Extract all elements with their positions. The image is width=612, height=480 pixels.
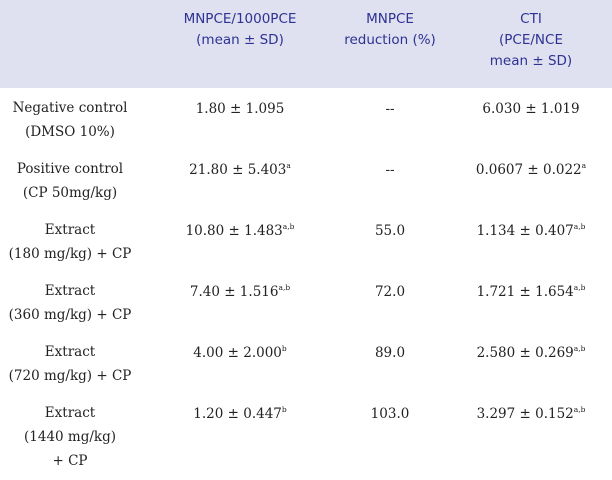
header-cti-line1: CTI — [520, 11, 542, 27]
cti-text: 0.0607 ± 0.022 — [475, 162, 582, 178]
row-label-line: Positive control — [16, 161, 124, 177]
cti-value: 1.134 ± 0.407a,b — [450, 223, 612, 239]
header-reduction: MNPCE reduction (%) — [340, 9, 440, 51]
header-mnpce-line2: (mean ± SD) — [196, 32, 284, 48]
cti-value: 6.030 ± 1.019 — [450, 101, 612, 117]
header-mnpce: MNPCE/1000PCE (mean ± SD) — [140, 9, 340, 51]
mnpce-value: 1.80 ± 1.095 — [140, 101, 340, 117]
mnpce-sup: b — [281, 344, 287, 353]
cti-value: 1.721 ± 1.654a,b — [450, 284, 612, 300]
cti-sup: a,b — [573, 222, 586, 231]
mnpce-value: 10.80 ± 1.483a,b — [140, 223, 340, 239]
row-label-line: (720 mg/kg) + CP — [8, 368, 132, 384]
table-header: MNPCE/1000PCE (mean ± SD) MNPCE reductio… — [0, 0, 612, 88]
reduction-text: 72.0 — [374, 284, 406, 300]
cti-value: 2.580 ± 0.269a,b — [450, 345, 612, 361]
mnpce-value: 1.20 ± 0.447b — [140, 406, 340, 422]
row-label: Extract (180 mg/kg) + CP — [0, 218, 140, 266]
row-label-line: Extract — [44, 222, 96, 238]
header-reduction-line2: reduction (%) — [344, 32, 436, 48]
reduction-text: 103.0 — [370, 406, 410, 422]
mnpce-text: 1.80 ± 1.095 — [195, 101, 285, 117]
mnpce-value: 4.00 ± 2.000b — [140, 345, 340, 361]
row-label-line: (1440 mg/kg) — [24, 429, 116, 445]
mnpce-sup: a,b — [278, 283, 291, 292]
row-label-line: (180 mg/kg) + CP — [8, 246, 132, 262]
reduction-text: 89.0 — [374, 345, 406, 361]
reduction-value: 103.0 — [340, 406, 440, 422]
reduction-text: 55.0 — [374, 223, 406, 239]
row-label: Extract (720 mg/kg) + CP — [0, 340, 140, 388]
mnpce-sup: a,b — [282, 222, 295, 231]
cti-text: 3.297 ± 0.152 — [476, 406, 574, 422]
reduction-text: -- — [385, 101, 395, 117]
mnpce-text: 1.20 ± 0.447 — [193, 406, 282, 422]
row-label: Positive control (CP 50mg/kg) — [0, 157, 140, 205]
mnpce-sup: a — [286, 161, 291, 170]
reduction-value: -- — [340, 162, 440, 178]
header-cti: CTI (PCE/NCE mean ± SD) — [450, 9, 612, 72]
mnpce-text: 21.80 ± 5.403 — [189, 162, 287, 178]
mnpce-value: 7.40 ± 1.516a,b — [140, 284, 340, 300]
cti-text: 1.134 ± 0.407 — [476, 223, 574, 239]
cti-value: 3.297 ± 0.152a,b — [450, 406, 612, 422]
mnpce-sup: b — [281, 405, 287, 414]
row-label-line: (360 mg/kg) + CP — [8, 307, 132, 323]
header-cti-line3: mean ± SD) — [489, 53, 573, 69]
cti-text: 1.721 ± 1.654 — [476, 284, 574, 300]
row-label-line: Negative control — [12, 100, 128, 116]
row-label-line: (DMSO 10%) — [25, 124, 115, 140]
mnpce-text: 4.00 ± 2.000 — [193, 345, 282, 361]
row-label-line: + CP — [52, 453, 88, 469]
header-mnpce-line1: MNPCE/1000PCE — [183, 11, 297, 27]
cti-sup: a — [581, 161, 587, 170]
cti-sup: a,b — [573, 283, 586, 292]
reduction-text: -- — [385, 162, 395, 178]
cti-sup: a,b — [573, 405, 586, 414]
cti-text: 2.580 ± 0.269 — [476, 345, 574, 361]
row-label-line: Extract — [44, 344, 96, 360]
cti-value: 0.0607 ± 0.022a — [450, 162, 612, 178]
reduction-value: 72.0 — [340, 284, 440, 300]
reduction-value: -- — [340, 101, 440, 117]
mnpce-value: 21.80 ± 5.403a — [140, 162, 340, 178]
mnpce-text: 7.40 ± 1.516 — [189, 284, 279, 300]
cti-text: 6.030 ± 1.019 — [482, 101, 580, 117]
cti-sup: a,b — [573, 344, 586, 353]
row-label: Negative control (DMSO 10%) — [0, 96, 140, 144]
reduction-value: 55.0 — [340, 223, 440, 239]
row-label-line: Extract — [44, 283, 96, 299]
row-label-line: Extract — [44, 405, 96, 421]
header-cti-line2: (PCE/NCE — [499, 32, 563, 48]
mnpce-text: 10.80 ± 1.483 — [185, 223, 283, 239]
row-label: Extract (360 mg/kg) + CP — [0, 279, 140, 327]
row-label-line: (CP 50mg/kg) — [22, 185, 118, 201]
row-label: Extract (1440 mg/kg) + CP — [0, 401, 140, 473]
reduction-value: 89.0 — [340, 345, 440, 361]
header-reduction-line1: MNPCE — [366, 11, 414, 27]
